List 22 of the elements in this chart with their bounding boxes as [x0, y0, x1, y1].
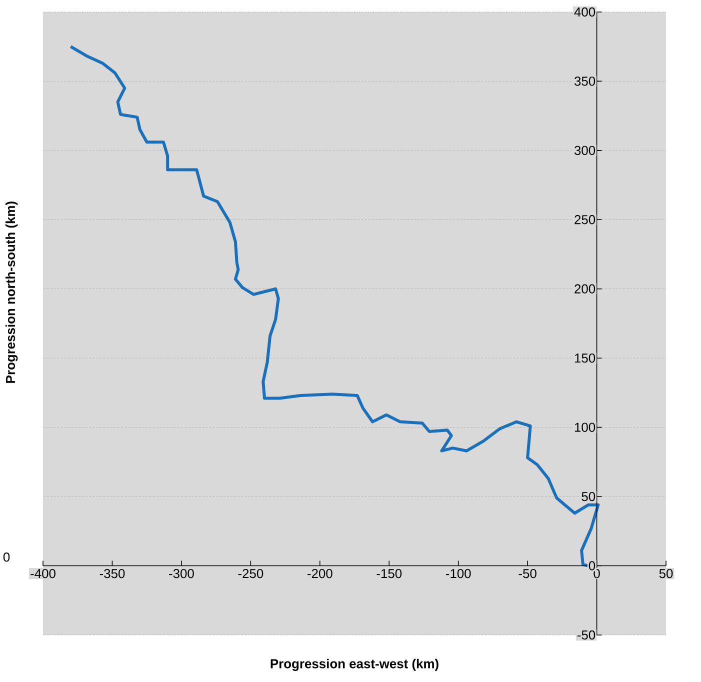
x-tick-label: -200	[308, 568, 332, 578]
y-axis-title: Progression north-south (km)	[6, 202, 18, 383]
y-tick-label: 350	[574, 76, 596, 86]
y-tick-label: 50	[582, 492, 596, 502]
y-tick-label: 400	[574, 7, 596, 17]
x-tick-label: -350	[100, 568, 125, 578]
x-tick-label: -100	[446, 568, 471, 578]
x-tick-label: -50	[518, 568, 536, 578]
x-tick-label: 50	[659, 568, 673, 578]
x-axis-title: Progression east-west (km)	[270, 658, 438, 671]
y-tick-label: 0	[588, 561, 596, 570]
x-tick-label: -150	[376, 568, 402, 578]
y-tick-label: 200	[574, 284, 596, 294]
y-tick-label: -50	[577, 630, 596, 640]
x-tick-label: -300	[169, 568, 194, 578]
text: 0	[3, 552, 10, 562]
x-tick-label: -400	[30, 568, 56, 578]
x-tick-label: -250	[238, 568, 264, 578]
y-tick-label: 300	[574, 146, 596, 156]
y-tick-label: 100	[574, 422, 596, 432]
y-tick-label: 250	[574, 215, 596, 224]
y-tick-label: 150	[574, 354, 596, 363]
